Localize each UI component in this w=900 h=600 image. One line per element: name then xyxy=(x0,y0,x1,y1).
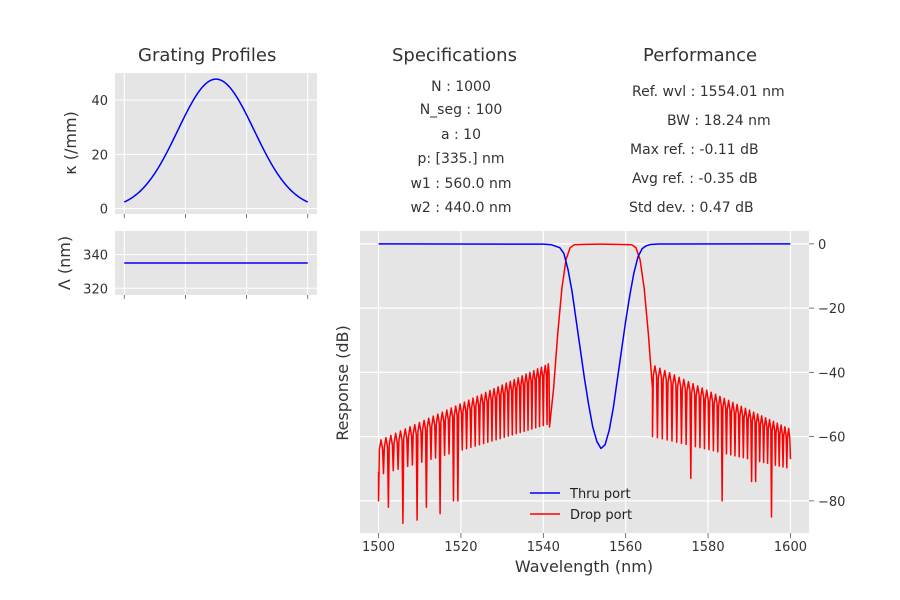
performance-line: Max ref. : -0.11 dB xyxy=(630,142,759,158)
y-tick-label: 320 xyxy=(83,282,108,297)
kappa-ylabel: κ (/mm) xyxy=(61,111,80,175)
spec-line: N_seg : 100 xyxy=(419,102,503,118)
spec-line: w1 : 560.0 nm xyxy=(410,176,512,192)
legend-drop-label: Drop port xyxy=(570,508,632,523)
drop-port-line xyxy=(377,243,792,525)
response-ylabel: Response (dB) xyxy=(333,325,352,441)
period-axes: 320 340 Λ (nm) xyxy=(55,231,317,299)
y-tick-label: 340 xyxy=(83,249,108,264)
kappa-plot-area xyxy=(115,73,317,214)
response-xlabel: Wavelength (nm) xyxy=(515,557,653,576)
grating-profiles-title: Grating Profiles xyxy=(138,45,277,66)
performance-line: Avg ref. : -0.35 dB xyxy=(632,171,758,187)
x-tick-label: 1520 xyxy=(444,540,477,555)
legend: Thru port Drop port xyxy=(530,487,632,523)
specifications-title: Specifications xyxy=(392,45,517,66)
thru-port-line xyxy=(378,243,791,450)
performance-line: Std dev. : 0.47 dB xyxy=(629,200,754,216)
kappa-ticks: 0 20 40 xyxy=(91,94,309,218)
y-tick-label: −20 xyxy=(818,302,845,317)
x-tick-label: 1580 xyxy=(692,540,725,555)
x-tick-label: 1560 xyxy=(609,540,642,555)
spec-line: p: [335.] nm xyxy=(417,151,505,167)
kappa-profile-line xyxy=(123,78,309,203)
legend-thru-label: Thru port xyxy=(569,487,631,502)
period-ticks: 320 340 xyxy=(83,249,309,299)
y-tick-label: −40 xyxy=(818,366,845,381)
kappa-grid xyxy=(115,73,317,214)
y-tick-label: 40 xyxy=(91,94,108,109)
spec-line: w2 : 440.0 nm xyxy=(410,200,512,216)
period-ylabel: Λ (nm) xyxy=(55,236,74,290)
spec-line: N : 1000 xyxy=(431,79,491,95)
performance-line: Ref. wvl : 1554.01 nm xyxy=(632,84,785,100)
y-tick-label: 20 xyxy=(91,148,108,163)
performance-title: Performance xyxy=(643,45,758,66)
y-tick-label: −60 xyxy=(818,431,845,446)
response-ticks: 1500 1520 1540 1560 1580 1600 0 −20 −40 −60 −80 xyxy=(362,238,845,555)
x-tick-label: 1500 xyxy=(362,540,395,555)
y-tick-label: −80 xyxy=(818,495,845,510)
x-tick-label: 1540 xyxy=(527,540,560,555)
spec-line: a : 10 xyxy=(440,127,481,143)
x-tick-label: 1600 xyxy=(774,540,807,555)
kappa-axes: 0 20 40 κ (/mm) xyxy=(61,73,317,218)
performance-line: BW : 18.24 nm xyxy=(667,113,771,129)
y-tick-label: 0 xyxy=(818,238,826,253)
response-axes: 1500 1520 1540 1560 1580 1600 0 −20 −40 −60 −80 Wa… xyxy=(333,231,845,576)
y-tick-label: 0 xyxy=(100,203,108,218)
